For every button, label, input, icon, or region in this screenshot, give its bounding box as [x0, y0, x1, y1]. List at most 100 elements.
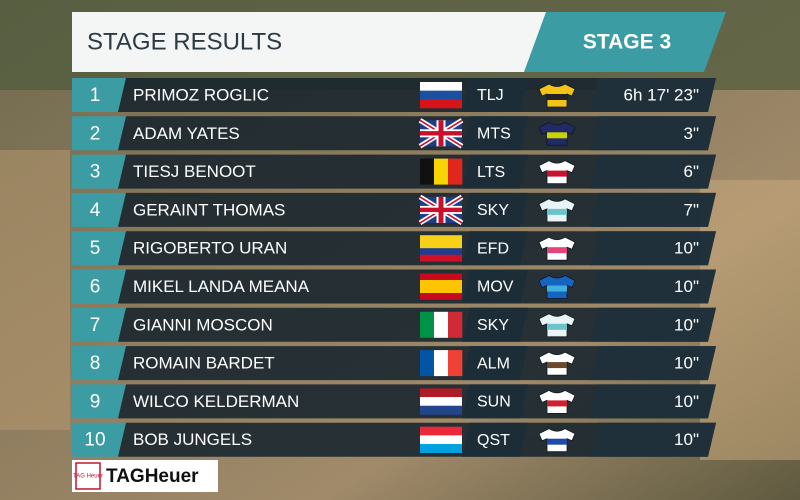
rank: 7: [90, 315, 101, 336]
flag: [420, 435, 462, 445]
rank-box: [72, 269, 126, 304]
finish-time: 3": [684, 124, 700, 143]
rider-name: BOB JUNGELS: [133, 430, 252, 449]
rank-box: [72, 384, 126, 419]
flag: [420, 311, 435, 338]
jersey-stripe: [547, 362, 567, 369]
finish-time: 6": [684, 162, 700, 181]
header-bar: [72, 12, 553, 72]
flag: [448, 311, 463, 338]
rider-name: MIKEL LANDA MEANA: [133, 277, 310, 296]
time-box: [590, 269, 716, 304]
team-box: [462, 154, 528, 189]
team-code: TLJ: [477, 87, 504, 104]
team-box: [462, 231, 528, 266]
flag: [420, 350, 435, 377]
team-code: SKY: [477, 202, 509, 219]
flag: [420, 235, 462, 242]
rider-name: ADAM YATES: [133, 124, 240, 143]
flag: [420, 397, 462, 407]
jersey-stripe: [547, 247, 567, 254]
team-box: [462, 78, 528, 112]
flag: [420, 131, 462, 136]
team-code: SKY: [477, 317, 509, 334]
result-row: 9 WILCO KELDERMAN SUN 10": [72, 384, 716, 419]
rider-name: GERAINT THOMAS: [133, 200, 285, 219]
rider-name: PRIMOZ ROGLIC: [133, 85, 269, 104]
header-title: STAGE RESULTS: [87, 28, 282, 55]
time-box: [590, 154, 716, 189]
flag: [420, 82, 462, 91]
rank-box: [72, 116, 126, 151]
result-row: 8 ROMAIN BARDET ALM 10": [72, 346, 716, 381]
result-row: 4 GERAINT THOMAS SKY 7": [72, 192, 716, 227]
rank: 4: [90, 200, 101, 221]
finish-time: 10": [674, 239, 699, 258]
rank: 6: [90, 277, 101, 298]
stage-label: STAGE 3: [583, 31, 671, 54]
rider-name: GIANNI MOSCON: [133, 315, 273, 334]
result-row: 10 BOB JUNGELS QST 10": [72, 422, 716, 457]
rank: 5: [90, 238, 101, 259]
rank-box: [72, 346, 126, 381]
sponsor-badge-text: TAG Heuer: [73, 474, 103, 480]
background-buildings: [700, 180, 800, 460]
flag: [420, 90, 462, 100]
jersey-stripe: [547, 132, 567, 139]
jersey-stripe: [547, 170, 567, 177]
flag: [434, 158, 449, 185]
jersey-stripe: [547, 323, 567, 330]
finish-time: 10": [674, 392, 699, 411]
team-code: MTS: [477, 126, 511, 143]
rank-box: [72, 154, 126, 189]
flag: [420, 273, 462, 281]
rank: 9: [90, 391, 101, 412]
flag: [434, 350, 449, 377]
flag: [420, 158, 435, 185]
finish-time: 10": [674, 277, 699, 296]
flag: [448, 158, 463, 185]
time-box: [590, 384, 716, 419]
rider-name: ROMAIN BARDET: [133, 354, 275, 373]
team-code: EFD: [477, 240, 509, 257]
time-box: [590, 116, 716, 151]
result-row: 5 RIGOBERTO URAN EFD 10": [72, 231, 716, 266]
team-code: LTS: [477, 164, 505, 181]
finish-time: 10": [674, 430, 699, 449]
time-box: [590, 192, 716, 227]
stage-badge: [524, 12, 726, 72]
team-code: QST: [477, 432, 510, 449]
team-code: MOV: [477, 279, 514, 296]
rank: 10: [84, 430, 105, 451]
rank: 1: [90, 85, 101, 106]
team-code: ALM: [477, 355, 510, 372]
rider-name: WILCO KELDERMAN: [133, 392, 299, 411]
team-code: SUN: [477, 394, 511, 411]
result-row: 7 GIANNI MOSCON SKY 10": [72, 307, 716, 342]
sponsor-logo: TAGHeuer: [106, 466, 199, 487]
rider-name: TIESJ BENOOT: [133, 162, 256, 181]
flag: [420, 286, 462, 294]
result-row: 6 MIKEL LANDA MEANA MOV 10": [72, 269, 716, 304]
time-box: [590, 231, 716, 266]
result-row: 1 PRIMOZ ROGLIC TLJ 6h 17' 23": [72, 78, 716, 112]
time-box: [590, 422, 716, 457]
time-box: [590, 78, 716, 112]
flag: [420, 280, 462, 287]
background-buildings: [0, 150, 70, 430]
team-box: [462, 422, 528, 457]
rank-box: [72, 231, 126, 266]
jersey-stripe: [547, 208, 567, 215]
flag: [434, 311, 449, 338]
rank: 8: [90, 353, 101, 374]
flag: [420, 207, 462, 213]
flag: [420, 388, 462, 398]
flag: [420, 99, 462, 109]
result-row: 2 ADAM YATES MTS 3": [72, 116, 716, 151]
results-list: 1 PRIMOZ ROGLIC TLJ 6h 17' 23" 2 ADAM YATES MT…: [72, 78, 716, 457]
finish-time: 6h 17' 23": [624, 85, 699, 104]
jersey-stripe: [547, 94, 567, 100]
team-box: [462, 384, 528, 419]
flag: [420, 405, 462, 415]
time-box: [590, 307, 716, 342]
